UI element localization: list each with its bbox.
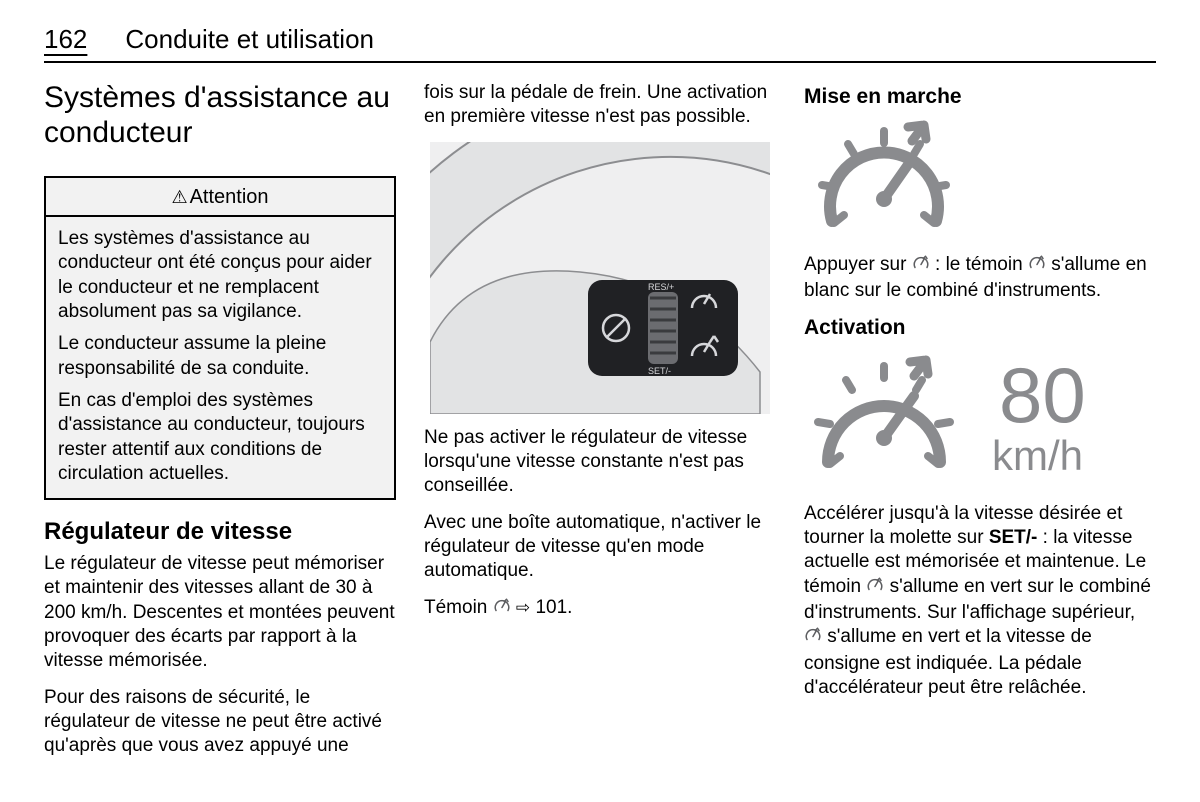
subheading-cruise: Régulateur de vitesse (44, 518, 396, 546)
warning-triangle-icon: ⚠ (171, 187, 187, 207)
subheading-start: Mise en marche (804, 85, 1156, 109)
column-2: fois sur la pédale de frein. Une activat… (424, 81, 776, 759)
cruise-gauge-large-icon (804, 119, 964, 241)
subheading-activation: Activation (804, 316, 1156, 340)
chapter-title: Conduite et utilisation (125, 24, 374, 55)
start-paragraph: Appuyer sur : le témoin s'allume en blan… (804, 253, 1156, 304)
svg-text:km/h: km/h (992, 432, 1083, 479)
crossref-arrow-icon: ⇨ (516, 597, 530, 619)
manual-page: 162 Conduite et utilisation Systèmes d'a… (0, 0, 1200, 802)
running-header: 162 Conduite et utilisation (44, 24, 1156, 63)
crossref-page: 101. (530, 597, 572, 618)
set-minus-label: SET/- (989, 527, 1038, 548)
section-title: Systèmes d'assistance au conducteur (44, 81, 396, 150)
svg-text:80: 80 (999, 351, 1086, 439)
body-paragraph: fois sur la pédale de frein. Une activat… (424, 81, 776, 130)
column-1: Systèmes d'assistance au conducteur ⚠Att… (44, 81, 396, 759)
attention-heading-row: ⚠Attention (46, 178, 394, 217)
cruise-gauge-icon (866, 576, 884, 601)
text-run: : le témoin (930, 254, 1028, 275)
attention-paragraph: Les systèmes d'assistance au conducteur … (58, 227, 382, 324)
cruise-start-figure (804, 119, 1156, 241)
text-run: Témoin (424, 597, 493, 618)
svg-text:RES/+: RES/+ (648, 282, 674, 292)
attention-body: Les systèmes d'assistance au conducteur … (46, 217, 394, 498)
attention-paragraph: En cas d'emploi des systèmes d'assistanc… (58, 389, 382, 486)
svg-text:SET/-: SET/- (648, 366, 671, 376)
cruise-gauge-icon (493, 597, 511, 622)
cruise-gauge-icon (912, 254, 930, 279)
cruise-gauge-icon (1028, 254, 1046, 279)
text-run: s'allume en vert et la vitesse de consig… (804, 626, 1092, 698)
steering-wheel-icon: RES/+ SET/- (430, 142, 770, 414)
body-paragraph: Ne pas activer le régulateur de vitesse … (424, 426, 776, 499)
cruise-gauge-speed-icon: 80km/h (804, 350, 1134, 490)
text-run: Appuyer sur (804, 254, 912, 275)
body-paragraph: Avec une boîte automatique, n'activer le… (424, 511, 776, 584)
activation-paragraph: Accélérer jusqu'à la vitesse désirée et … (804, 502, 1156, 701)
cruise-gauge-icon (804, 626, 822, 651)
column-3: Mise en marche Appuyer sur : le témoin s… (804, 81, 1156, 759)
cruise-activation-figure: 80km/h (804, 350, 1156, 490)
three-column-layout: Systèmes d'assistance au conducteur ⚠Att… (44, 81, 1156, 759)
steering-wheel-figure: RES/+ SET/- (424, 142, 776, 414)
cruise-indicator-ref: Témoin ⇨ 101. (424, 596, 776, 622)
body-paragraph: Pour des raisons de sécurité, le régulat… (44, 686, 396, 759)
attention-paragraph: Le conducteur assume la pleine responsab… (58, 332, 382, 381)
attention-callout: ⚠Attention Les systèmes d'assistance au … (44, 176, 396, 500)
attention-heading-text: Attention (190, 186, 269, 208)
body-paragraph: Le régulateur de vitesse peut mémoriser … (44, 552, 396, 674)
page-number: 162 (44, 24, 87, 55)
